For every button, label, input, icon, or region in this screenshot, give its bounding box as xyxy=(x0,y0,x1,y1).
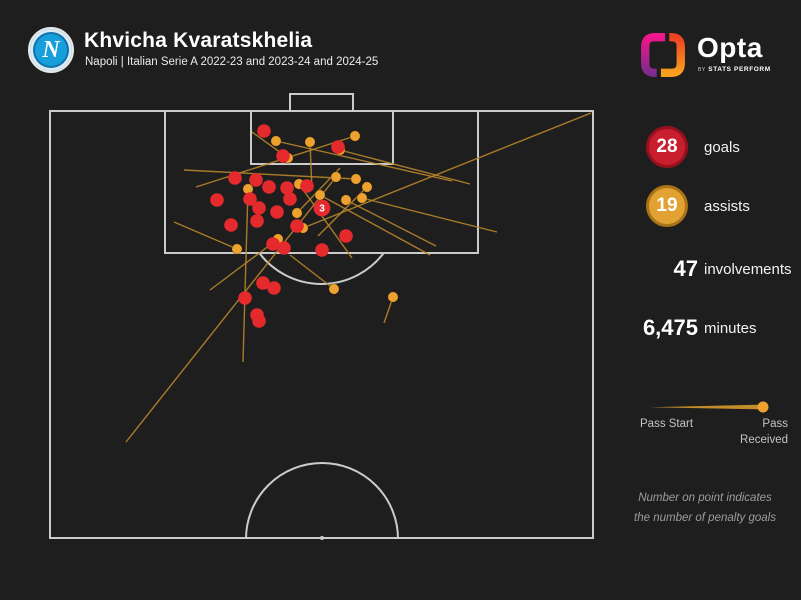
involvements-label: involvements xyxy=(704,261,792,278)
goal-dot xyxy=(228,171,242,185)
penalty-note-line2: the number of penalty goals xyxy=(634,512,776,524)
goal-dot xyxy=(252,314,266,328)
opta-brand: Opta BY STATS PERFORM xyxy=(640,30,790,80)
assist-received-dot xyxy=(291,207,303,219)
assist-received-dot xyxy=(350,173,362,185)
center-spot xyxy=(320,536,324,540)
goal-dot xyxy=(283,192,297,206)
assist-received-dot xyxy=(270,135,282,147)
assist-pass-line xyxy=(298,183,353,259)
penalty-note-line1: Number on point indicates xyxy=(638,492,772,504)
assist-received-dot xyxy=(330,171,342,183)
pass-legend-line xyxy=(650,401,769,413)
legend-pass-received-label: Pass Received xyxy=(740,418,788,446)
opta-byline-text: STATS PERFORM xyxy=(708,66,771,73)
opta-byline: BY STATS PERFORM xyxy=(698,66,771,73)
goal-dot xyxy=(290,219,304,233)
penalty-goal-count: 3 xyxy=(319,204,325,215)
assist-pass-line xyxy=(302,112,592,229)
assist-pass-line xyxy=(209,238,279,291)
goal-dot xyxy=(276,149,290,163)
goal-dot xyxy=(339,229,353,243)
goal-dot xyxy=(257,124,271,138)
goal-dot xyxy=(270,205,284,219)
goal-dot xyxy=(277,241,291,255)
assist-received-dot xyxy=(349,130,361,142)
penalty-note: Number on point indicates the number of … xyxy=(610,488,800,528)
napoli-club-badge: N xyxy=(28,27,74,73)
assist-pass-line xyxy=(173,221,238,250)
goal-dot xyxy=(252,201,266,215)
stat-row-assists: 19 assists xyxy=(640,185,800,231)
assist-pass-line xyxy=(319,194,431,256)
page-subtitle: Napoli | Italian Serie A 2022-23 and 202… xyxy=(85,56,379,68)
goal-dot xyxy=(256,276,270,290)
opta-wordmark: Opta xyxy=(697,32,763,63)
legend-pass-line-taper xyxy=(650,404,762,410)
goal-dot xyxy=(280,181,294,195)
minutes-count: 6,475 xyxy=(642,315,698,340)
goal-dot xyxy=(331,140,345,154)
goal-frame xyxy=(289,93,354,112)
legend-pass-received-dot xyxy=(757,401,769,413)
assist-received-dot xyxy=(231,243,243,255)
page-title: Khvicha Kvaratskhelia xyxy=(84,29,313,52)
goal-dot xyxy=(262,180,276,194)
assist-pass-line xyxy=(195,135,356,188)
goals-count-badge: 28 xyxy=(646,126,688,168)
goal-dot xyxy=(300,179,314,193)
goal-dot xyxy=(210,193,224,207)
assists-label: assists xyxy=(704,198,750,215)
assist-pass-line xyxy=(275,140,453,182)
assist-pass-line xyxy=(339,149,471,185)
assist-pass-line xyxy=(345,199,437,247)
minutes-label: minutes xyxy=(704,320,757,337)
goal-dot xyxy=(243,192,257,206)
center-circle xyxy=(245,462,399,540)
assist-received-dot xyxy=(314,189,326,201)
opta-byline-prefix: BY xyxy=(698,67,706,73)
stat-row-goals: 28 goals xyxy=(640,126,800,172)
assist-received-dot xyxy=(304,136,316,148)
assist-pass-line xyxy=(289,254,335,290)
assist-received-dot xyxy=(340,194,352,206)
goal-dot xyxy=(266,237,280,251)
assist-pass-line xyxy=(125,176,337,443)
penalty-arc xyxy=(258,252,385,285)
assist-pass-line xyxy=(183,169,357,180)
club-badge-letter: N xyxy=(42,36,60,63)
assists-count-badge: 19 xyxy=(646,185,688,227)
assist-received-dot xyxy=(387,291,399,303)
assist-received-dot xyxy=(356,192,368,204)
stat-row-involvements: 47 involvements xyxy=(640,248,800,294)
goal-dot xyxy=(224,218,238,232)
opta-logo-icon xyxy=(641,33,685,77)
assist-received-dot xyxy=(328,283,340,295)
goal-dot xyxy=(250,214,264,228)
goal-dot xyxy=(238,291,252,305)
goal-dot xyxy=(315,243,329,257)
stat-row-minutes: 6,475 minutes xyxy=(640,307,800,353)
assist-pass-line xyxy=(242,188,249,363)
assist-pass-line xyxy=(361,197,498,233)
goals-label: goals xyxy=(704,139,740,156)
penalty-goal-marker xyxy=(313,199,331,217)
involvements-count: 47 xyxy=(673,256,698,281)
pitch-outline xyxy=(49,110,594,539)
legend-pass-start-label: Pass Start xyxy=(640,418,694,430)
goal-dot xyxy=(267,281,281,295)
assist-received-dot xyxy=(361,181,373,193)
goal-dot xyxy=(249,173,263,187)
pass-legend: Pass Start Pass Received xyxy=(636,398,788,458)
